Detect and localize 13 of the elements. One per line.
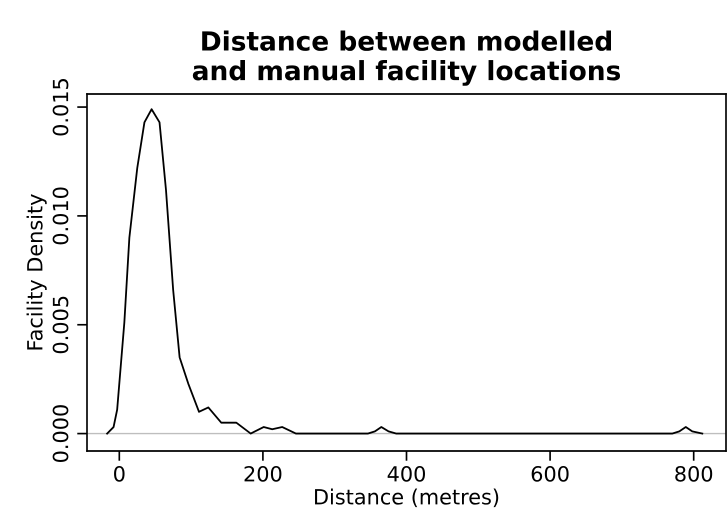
x-tick-label: 0	[114, 466, 125, 482]
x-tick-label: 400	[388, 466, 425, 482]
y-tick-label: 0.015	[52, 79, 68, 136]
y-axis-title: Facility Density	[26, 194, 47, 350]
chart-title: Distance between modelled and manual facility locations	[192, 30, 620, 86]
x-axis-title: Distance (metres)	[315, 488, 498, 508]
x-tick-label: 600	[532, 466, 569, 482]
y-tick-label: 0.010	[52, 187, 68, 244]
x-tick-label: 200	[244, 466, 282, 482]
line-series	[106, 108, 704, 434]
x-tick-label: 800	[675, 466, 712, 482]
y-tick-label: 0.005	[52, 296, 68, 354]
y-tick-label: 0.000	[52, 405, 68, 462]
